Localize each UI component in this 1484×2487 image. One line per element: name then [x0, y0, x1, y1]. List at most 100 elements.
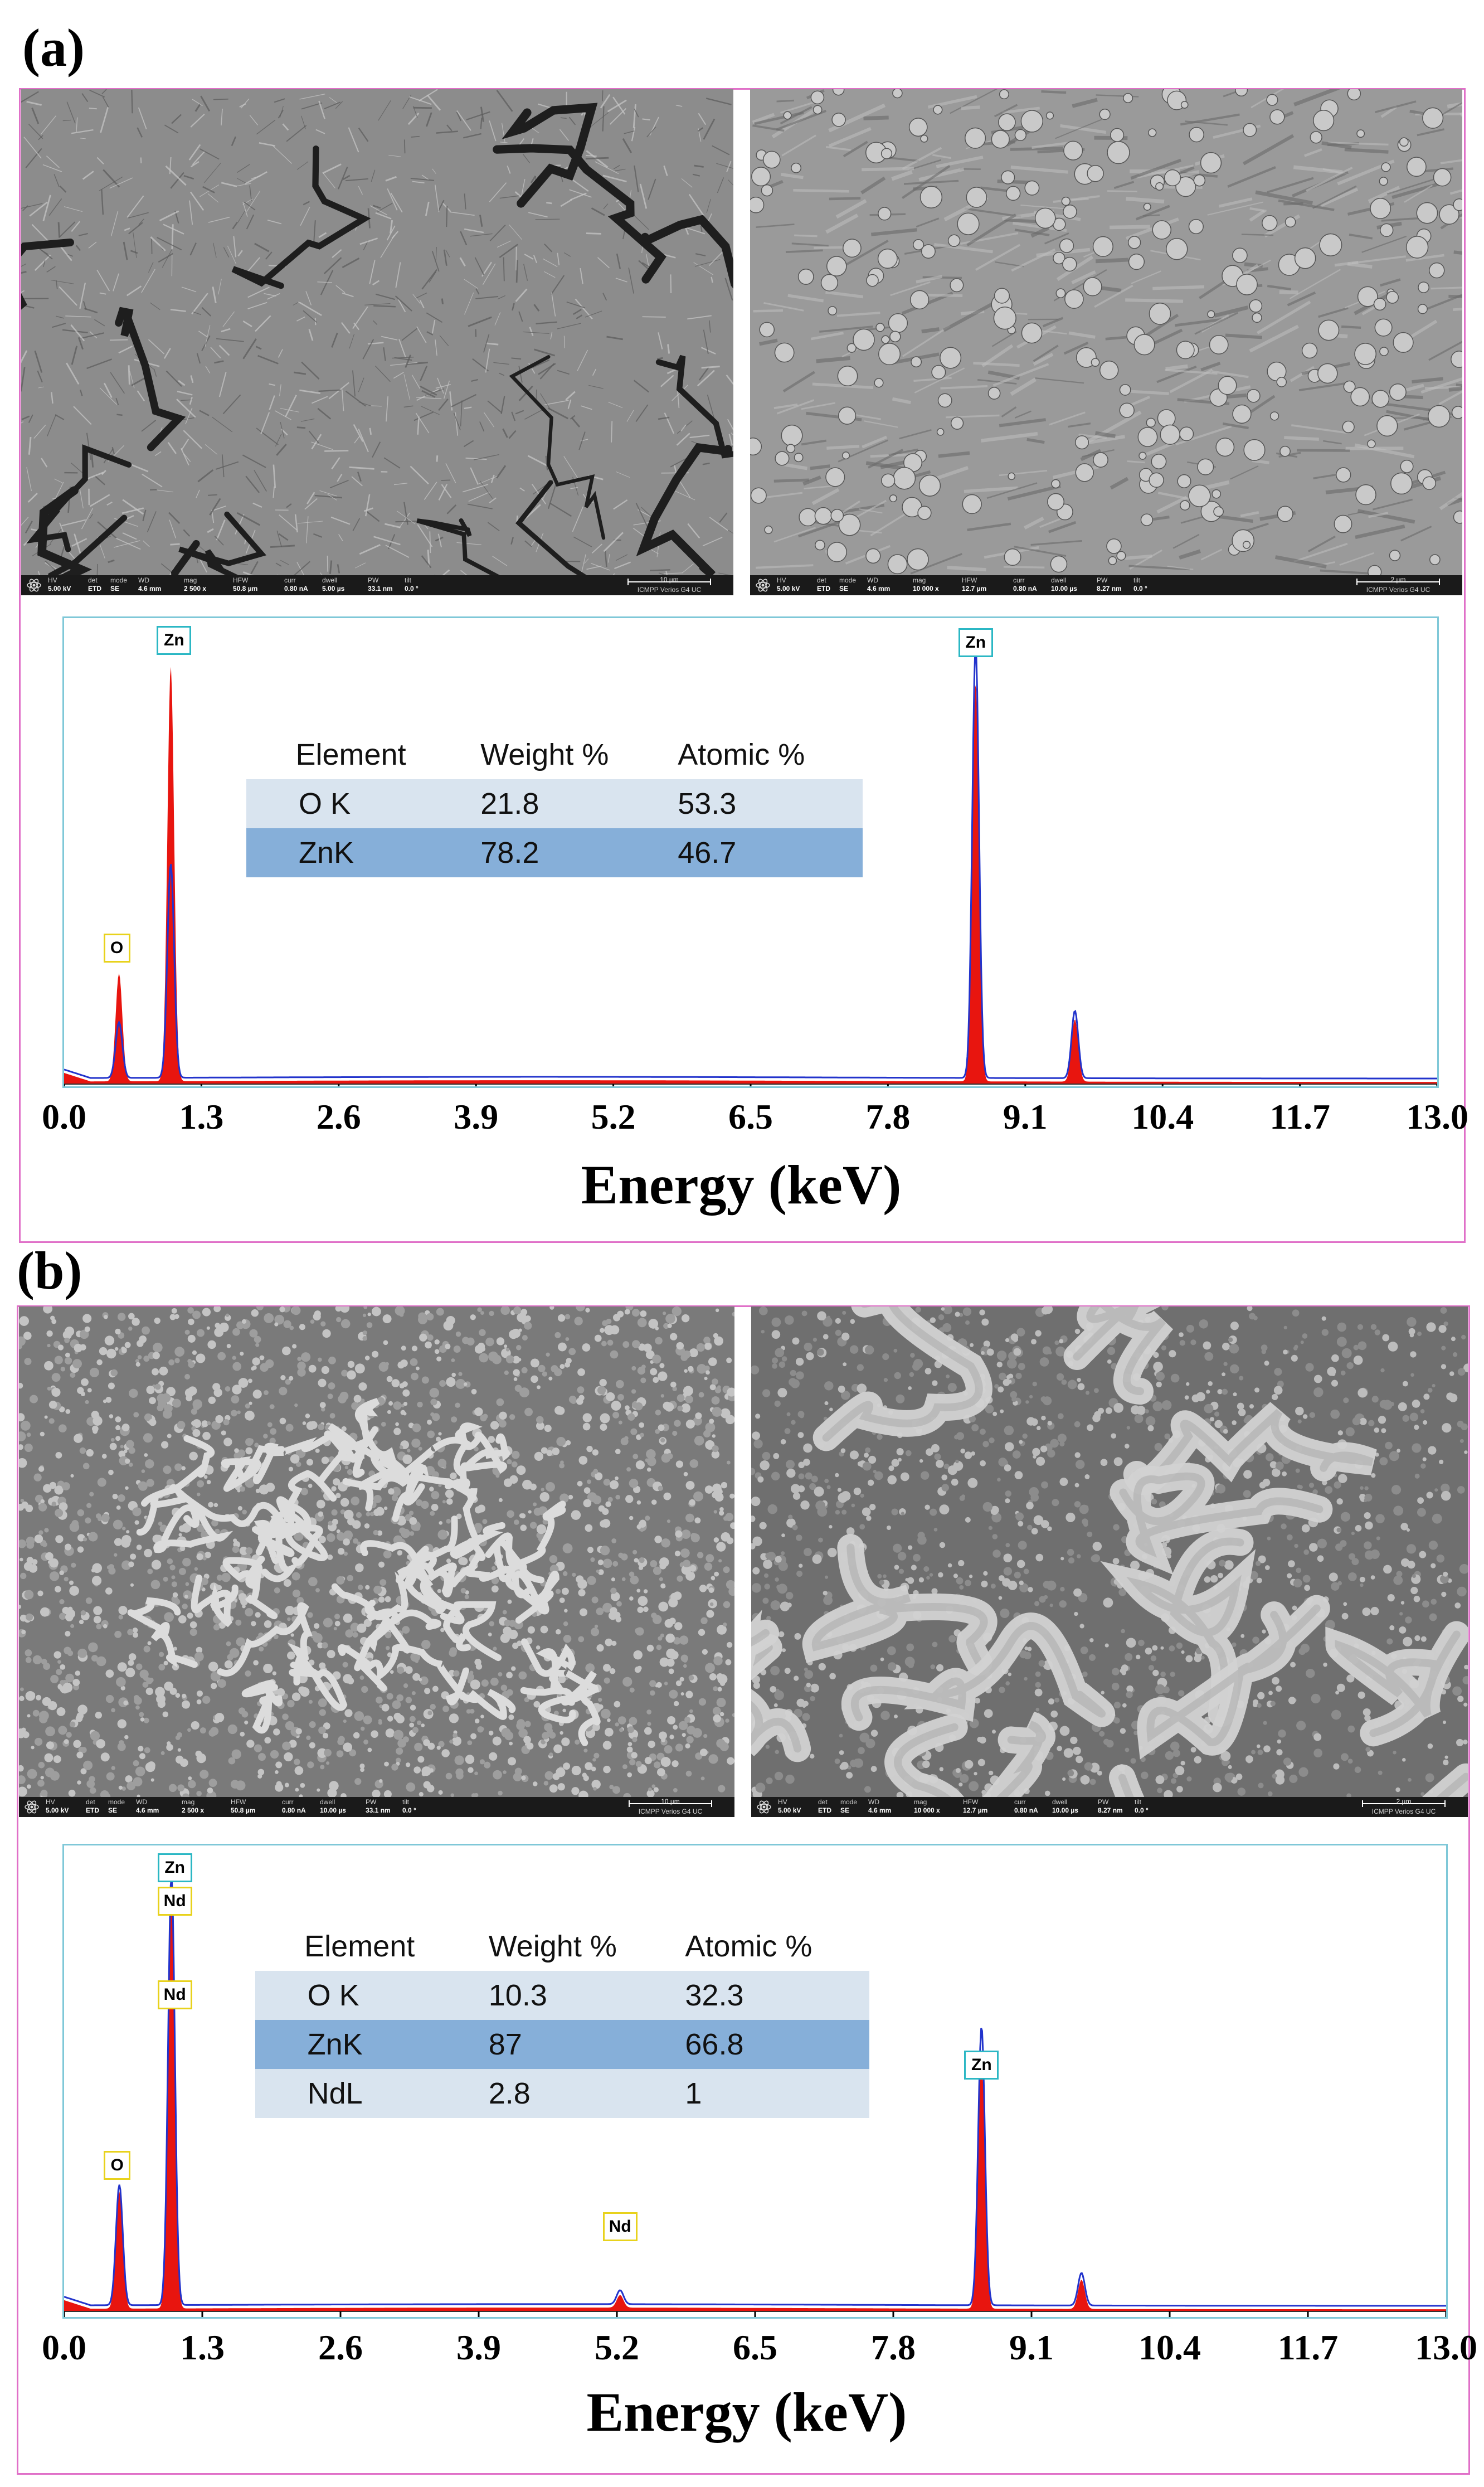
sem-meta-pw: PW 8.27 nm	[1098, 1798, 1123, 1815]
scale-bar-label: 10 µm	[661, 1798, 680, 1805]
sem-meta-key: HFW	[233, 576, 249, 584]
sem-image-a-high-mag: HV 5.00 kV det ETD mode SE WD 4.6 mm mag 10 000 x…	[750, 89, 1462, 595]
sem-meta-mode: mode SE	[108, 1798, 125, 1815]
sem-meta-value: 0.0 °	[1135, 1806, 1149, 1814]
sem-meta-key: curr	[284, 576, 296, 584]
peak-label: Nd	[157, 1887, 192, 1916]
scale-bar-line	[629, 1800, 712, 1807]
sem-meta-hfw: HFW 50.8 µm	[231, 1798, 255, 1815]
sem-meta-key: HV	[778, 1798, 787, 1806]
x-tick-label: 7.8	[871, 2328, 916, 2367]
sem-meta-value: SE	[840, 1806, 850, 1814]
table-cell: 32.3	[685, 1979, 744, 2012]
sem-meta-key: curr	[1013, 576, 1025, 584]
table-cell: 78.2	[480, 836, 539, 870]
sem-meta-pw: PW 33.1 nm	[366, 1798, 391, 1815]
sem-meta-key: tilt	[405, 576, 411, 584]
sem-meta-value: 0.80 nA	[284, 585, 308, 592]
sem-meta-hfw: HFW 50.8 µm	[233, 576, 257, 593]
sem-meta-key: HV	[46, 1798, 55, 1806]
sem-meta-value: 2 500 x	[184, 585, 207, 592]
x-tick-label: 1.3	[179, 1097, 224, 1136]
x-tick-label: 9.1	[1009, 2328, 1054, 2367]
sem-meta-key: det	[817, 576, 826, 584]
sem-meta-key: mag	[914, 1798, 927, 1806]
sem-meta-value: 0.80 nA	[1014, 1806, 1038, 1814]
table-cell: ZnK	[307, 2028, 363, 2061]
scale-bar: 10 µm ICMPP Verios G4 UC	[629, 1798, 712, 1815]
panel-a-frame	[19, 88, 1466, 1243]
sem-meta-tilt: tilt 0.0 °	[1133, 576, 1147, 593]
sem-meta-curr: curr 0.80 nA	[1013, 576, 1037, 593]
sem-meta-value: ETD	[86, 1806, 99, 1814]
sem-meta-value: 33.1 nm	[368, 585, 393, 592]
sem-meta-det: det ETD	[86, 1798, 99, 1815]
scale-bar-label: 2 µm	[1390, 576, 1406, 584]
sem-meta-key: PW	[1097, 576, 1108, 584]
sem-meta-key: curr	[1014, 1798, 1026, 1806]
table-header-cell: Element	[295, 738, 406, 771]
sem-micrograph-texture	[750, 89, 1462, 575]
spectrum-outline	[64, 649, 1437, 1080]
sem-meta-key: mag	[182, 1798, 195, 1806]
table-cell: 10.3	[488, 1979, 547, 2012]
scale-bar: 2 µm ICMPP Verios G4 UC	[1356, 576, 1440, 594]
panel-b-frame	[17, 1305, 1470, 2475]
scale-bar-label: 2 µm	[1396, 1798, 1412, 1805]
sem-meta-value: 4.6 mm	[138, 585, 162, 592]
sem-meta-value: 4.6 mm	[868, 1806, 892, 1814]
sem-meta-tilt: tilt 0.0 °	[1135, 1798, 1149, 1815]
sem-meta-key: det	[88, 576, 98, 584]
sem-meta-key: mode	[108, 1798, 125, 1806]
sem-meta-value: 5.00 µs	[322, 585, 345, 592]
sem-meta-value: ETD	[817, 585, 830, 592]
sem-meta-key: det	[818, 1798, 828, 1806]
table-cell: 53.3	[678, 787, 737, 820]
sem-meta-key: tilt	[1135, 1798, 1141, 1806]
sem-meta-value: 5.00 kV	[46, 1806, 69, 1814]
sem-meta-value: 5.00 kV	[777, 585, 800, 592]
sem-meta-mode: mode SE	[839, 576, 856, 593]
table-cell: 87	[488, 2028, 522, 2061]
scale-bar: 2 µm ICMPP Verios G4 UC	[1362, 1798, 1446, 1815]
scale-bar-label: 10 µm	[660, 576, 679, 584]
sem-meta-key: dwell	[1052, 1798, 1068, 1806]
sem-meta-key: HV	[48, 576, 57, 584]
sem-meta-value: 10 000 x	[913, 585, 939, 592]
sem-meta-value: 8.27 nm	[1097, 585, 1122, 592]
sem-meta-key: mag	[913, 576, 926, 584]
x-tick-label: 7.8	[865, 1097, 911, 1136]
composition-table-a: Element Weight % Atomic % O K 21.8 53.3 ZnK 78.…	[246, 730, 863, 877]
x-tick-label: 3.9	[456, 2328, 501, 2367]
x-tick-label: 9.1	[1003, 1097, 1048, 1136]
sem-meta-value: 50.8 µm	[233, 585, 258, 592]
sem-image-a-low-mag: HV 5.00 kV det ETD mode SE WD 4.6 mm mag 2 500 x H…	[21, 89, 733, 595]
sem-meta-key: dwell	[1051, 576, 1067, 584]
sem-meta-dwell: dwell 10.00 µs	[1052, 1798, 1078, 1815]
x-tick-label: 6.5	[728, 1097, 773, 1136]
sem-meta-value: 10.00 µs	[1052, 1806, 1078, 1814]
sem-info-bar: HV 5.00 kV det ETD mode SE WD 4.6 mm mag 2 500 x H…	[21, 575, 733, 595]
sem-meta-key: curr	[282, 1798, 294, 1806]
table-row: ZnK 78.2 46.7	[246, 828, 863, 877]
table-header-cell: Weight %	[480, 738, 609, 771]
peak-label: Nd	[602, 2212, 638, 2241]
table-row: NdL 2.8 1	[255, 2069, 869, 2118]
instrument-label: ICMPP Verios G4 UC	[1371, 1808, 1436, 1815]
x-tick-label: 3.9	[454, 1097, 499, 1136]
sem-meta-key: tilt	[402, 1798, 409, 1806]
sem-meta-wd: WD 4.6 mm	[868, 1798, 891, 1815]
sem-meta-key: HFW	[963, 1798, 979, 1806]
spectrum-plot	[64, 649, 1437, 1086]
sem-meta-key: dwell	[320, 1798, 335, 1806]
sem-meta-mag: mag 10 000 x	[914, 1798, 940, 1815]
sem-meta-key: WD	[867, 576, 878, 584]
peak-label: Nd	[157, 1980, 192, 2009]
peak-label: Zn	[958, 628, 993, 657]
sem-meta-value: 0.80 nA	[282, 1806, 306, 1814]
sem-meta-key: WD	[136, 1798, 147, 1806]
sem-meta-mode: mode SE	[840, 1798, 857, 1815]
sem-meta-value: 5.00 kV	[48, 585, 71, 592]
peak-label: Zn	[157, 626, 192, 655]
spectrum-outline	[64, 1876, 1446, 2307]
